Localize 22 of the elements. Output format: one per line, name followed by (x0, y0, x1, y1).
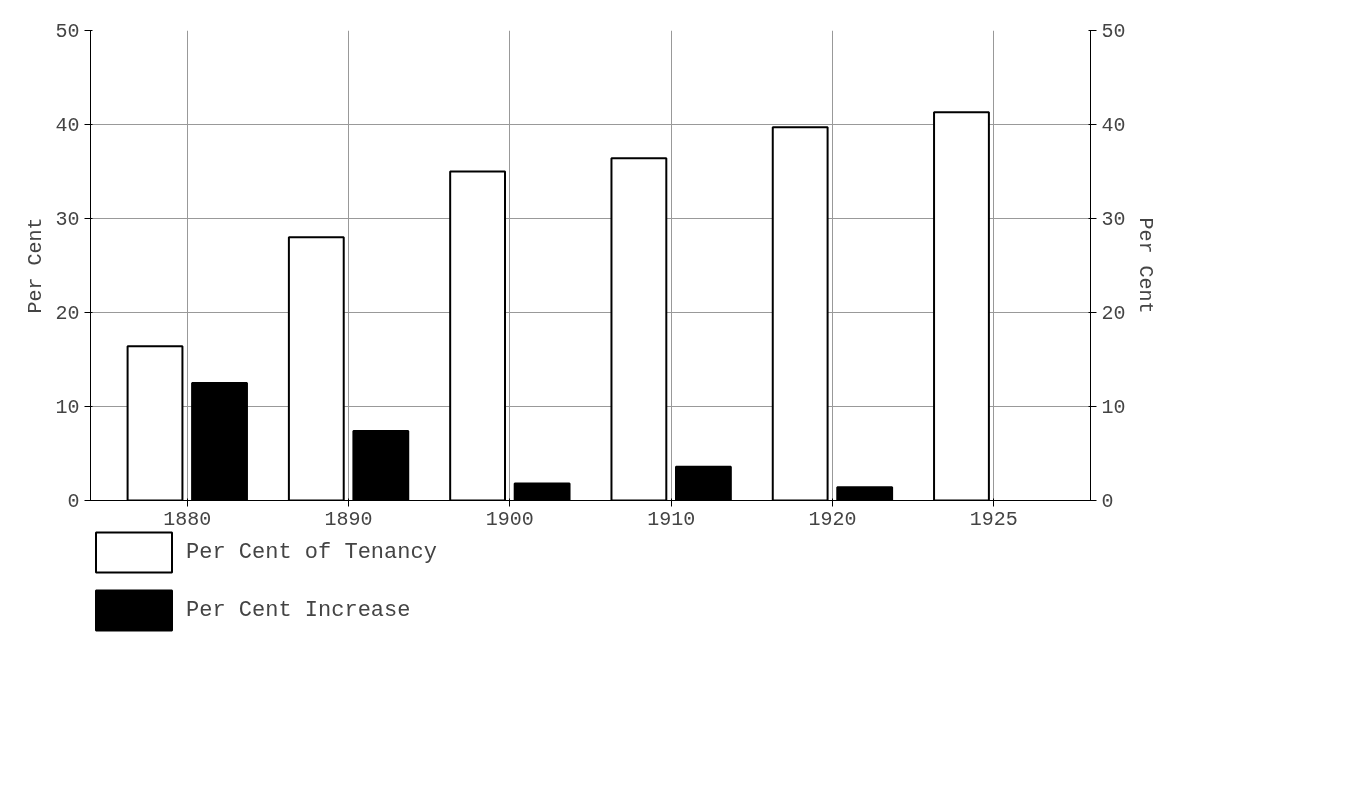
y2-axis-title: Per Cent (1133, 217, 1157, 314)
y2-tick-label: 30 (1101, 208, 1126, 231)
x-tick-label: 1920 (808, 507, 857, 531)
y2-tick-label: 0 (1101, 490, 1114, 513)
y2-tick-label: 10 (1101, 396, 1126, 419)
x-tick-label: 1900 (485, 507, 534, 531)
legend-label: Per Cent of Tenancy (186, 539, 437, 565)
y-tick-label: 10 (55, 396, 80, 419)
y2-tick-label: 50 (1101, 20, 1126, 43)
y-tick-label: 50 (55, 20, 80, 43)
x-tick-label: 1910 (647, 507, 696, 531)
y-tick-label: 40 (55, 114, 80, 137)
y2-tick-label: 20 (1101, 302, 1126, 325)
y-tick-label: 30 (55, 208, 80, 231)
x-tick-label: 1890 (324, 507, 373, 531)
y2-tick-label: 40 (1101, 114, 1126, 137)
x-tick-label: 1925 (969, 507, 1018, 531)
y-tick-label: 20 (55, 302, 80, 325)
legend-label: Per Cent Increase (186, 597, 411, 623)
x-tick-label: 1880 (163, 507, 212, 531)
y-tick-label: 0 (67, 490, 80, 513)
y-axis-title: Per Cent (24, 217, 48, 314)
